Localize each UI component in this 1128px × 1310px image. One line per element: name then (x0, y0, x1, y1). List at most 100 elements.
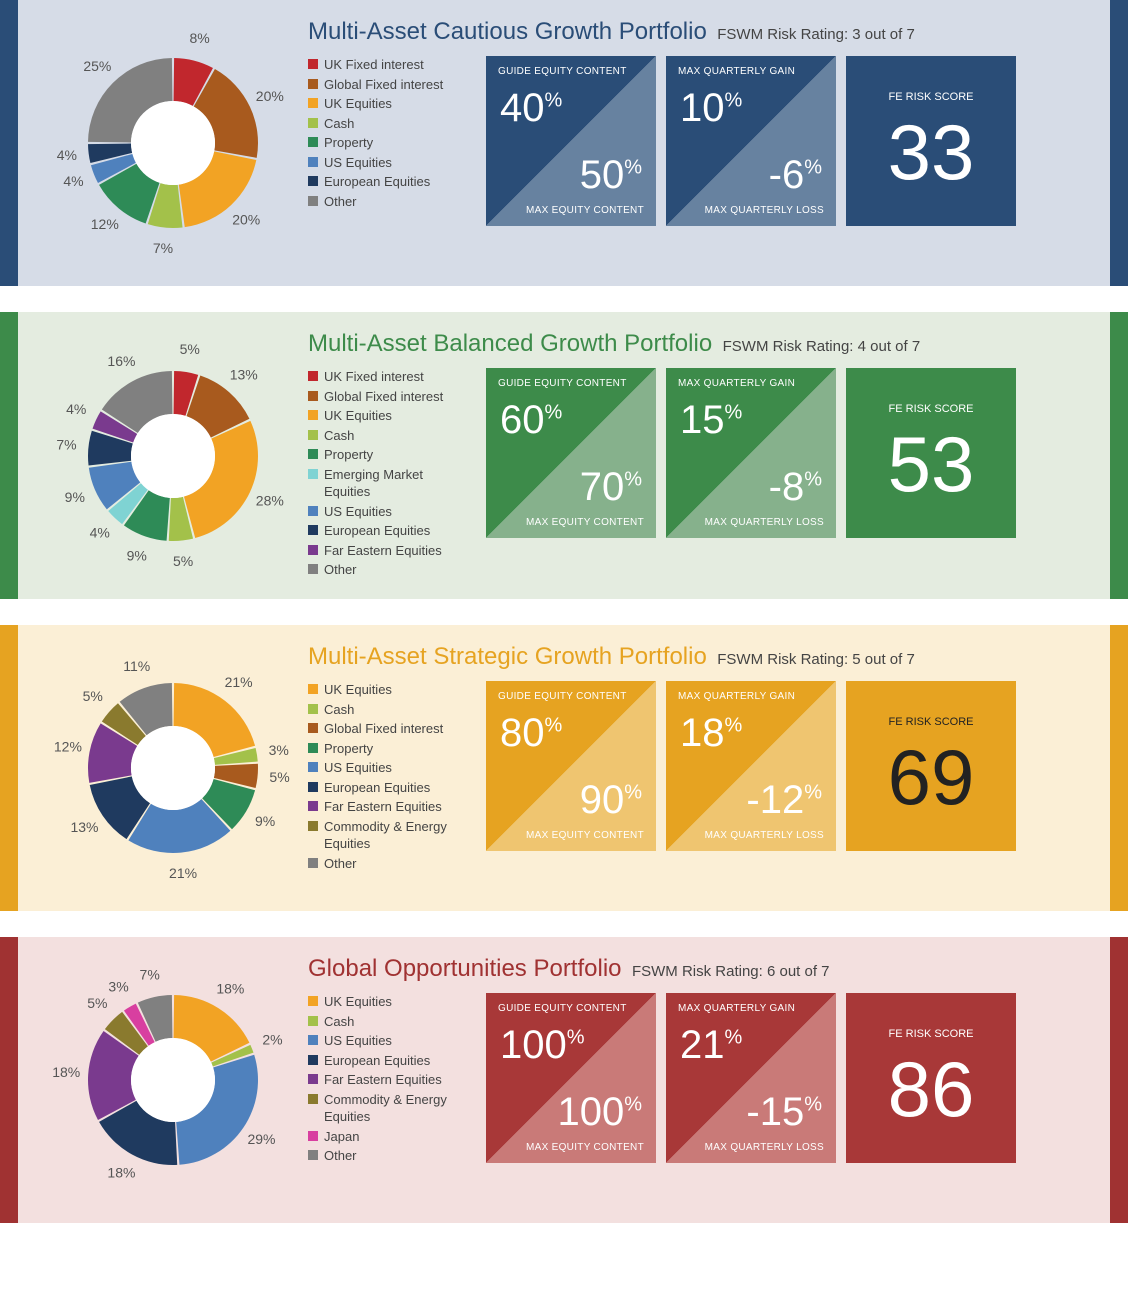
legend-label: Cash (324, 115, 354, 133)
legend-item: Far Eastern Equities (308, 542, 468, 560)
legend-item: Japan (308, 1128, 468, 1146)
legend-item: Other (308, 561, 468, 579)
fe-risk-score: 69 (888, 738, 975, 816)
slice-label-6: 3% (108, 979, 128, 995)
content: Global Opportunities Portfolio FSWM Risk… (298, 955, 1070, 1205)
legend-label: Global Fixed interest (324, 720, 443, 738)
max-gain-label: MAX QUARTERLY GAIN (678, 1003, 795, 1014)
slice-label-6: 4% (57, 147, 77, 163)
max-loss-label: MAX QUARTERLY LOSS (705, 830, 824, 841)
donut-chart: 5%13%28%5%9%4%9%7%4%16% (48, 330, 298, 581)
slice-label-8: 11% (123, 658, 150, 674)
slice-label-1: 13% (230, 366, 258, 382)
legend-label: Far Eastern Equities (324, 542, 442, 560)
legend-swatch (308, 525, 318, 535)
legend-item: Cash (308, 701, 468, 719)
legend-item: Far Eastern Equities (308, 1071, 468, 1089)
legend-swatch (308, 79, 318, 89)
stats-row: GUIDE EQUITY CONTENT 40% 50% MAX EQUITY … (486, 56, 1016, 226)
slice-label-5: 13% (70, 819, 98, 835)
legend: UK Equities Cash Global Fixed interest P… (308, 681, 468, 874)
legend-swatch (308, 371, 318, 381)
slice-label-3: 7% (153, 240, 173, 256)
legend-item: Other (308, 1147, 468, 1165)
fe-risk-score: 86 (888, 1050, 975, 1128)
legend-label: Emerging Market Equities (324, 466, 468, 501)
slice-label-1: 3% (269, 742, 289, 758)
guide-equity-label: GUIDE EQUITY CONTENT (498, 66, 627, 77)
max-loss-label: MAX QUARTERLY LOSS (705, 205, 824, 216)
guide-equity-label: GUIDE EQUITY CONTENT (498, 1003, 627, 1014)
legend-label: UK Equities (324, 681, 392, 699)
legend-label: UK Fixed interest (324, 368, 424, 386)
quarterly-box: MAX QUARTERLY GAIN 15% -8% MAX QUARTERLY… (666, 368, 836, 538)
portfolio-title: Multi-Asset Cautious Growth Portfolio (308, 18, 707, 45)
legend: UK Equities Cash US Equities European Eq… (308, 993, 468, 1167)
legend-swatch (308, 1094, 318, 1104)
legend: UK Fixed interest Global Fixed interest … (308, 56, 468, 212)
legend-item: European Equities (308, 522, 468, 540)
max-equity-label: MAX EQUITY CONTENT (526, 1142, 644, 1153)
fe-risk-label: FE RISK SCORE (889, 403, 974, 415)
legend-swatch (308, 1055, 318, 1065)
legend-swatch (308, 723, 318, 733)
slice-label-5: 4% (90, 524, 110, 540)
legend: UK Fixed interest Global Fixed interest … (308, 368, 468, 581)
legend-swatch (308, 801, 318, 811)
legend-item: Commodity & Energy Equities (308, 818, 468, 853)
legend-item: Global Fixed interest (308, 388, 468, 406)
slice-label-5: 4% (63, 173, 83, 189)
guide-equity-label: GUIDE EQUITY CONTENT (498, 378, 627, 389)
slice-label-1: 2% (262, 1031, 282, 1047)
fe-risk-score: 33 (888, 113, 975, 191)
max-equity-label: MAX EQUITY CONTENT (526, 517, 644, 528)
slice-label-9: 16% (107, 352, 135, 368)
guide-equity-value: 80% (500, 711, 562, 756)
slice-label-5: 5% (87, 995, 107, 1011)
legend-swatch (308, 391, 318, 401)
legend-swatch (308, 410, 318, 420)
guide-equity-value: 100% (500, 1023, 585, 1068)
equity-content-box: GUIDE EQUITY CONTENT 40% 50% MAX EQUITY … (486, 56, 656, 226)
legend-swatch (308, 782, 318, 792)
legend-label: UK Equities (324, 407, 392, 425)
fe-risk-box: FE RISK SCORE 69 (846, 681, 1016, 851)
legend-swatch (308, 176, 318, 186)
legend-item: European Equities (308, 173, 468, 191)
legend-label: Commodity & Energy Equities (324, 818, 468, 853)
legend-swatch (308, 137, 318, 147)
max-gain-value: 10% (680, 86, 742, 131)
slice-label-8: 4% (66, 401, 86, 417)
slice-label-6: 12% (54, 739, 82, 755)
legend-item: UK Equities (308, 407, 468, 425)
slice-label-0: 21% (225, 674, 253, 690)
legend-label: US Equities (324, 759, 392, 777)
max-equity-label: MAX EQUITY CONTENT (526, 830, 644, 841)
legend-swatch (308, 762, 318, 772)
legend-label: US Equities (324, 1032, 392, 1050)
risk-rating: FSWM Risk Rating: 4 out of 7 (723, 338, 921, 355)
legend-swatch (308, 196, 318, 206)
legend-swatch (308, 1035, 318, 1045)
legend-label: European Equities (324, 1052, 430, 1070)
legend-swatch (308, 1016, 318, 1026)
slice-label-4: 9% (127, 547, 147, 563)
max-loss-label: MAX QUARTERLY LOSS (705, 517, 824, 528)
legend-item: US Equities (308, 503, 468, 521)
legend-item: Property (308, 446, 468, 464)
fe-risk-score: 53 (888, 425, 975, 503)
portfolio-cautious: 8%20%20%7%12%4%4%25% Multi-Asset Cautiou… (0, 0, 1128, 286)
legend-label: Japan (324, 1128, 359, 1146)
legend-item: UK Fixed interest (308, 368, 468, 386)
equity-content-box: GUIDE EQUITY CONTENT 60% 70% MAX EQUITY … (486, 368, 656, 538)
max-equity-value: 50% (580, 153, 642, 198)
legend-item: Property (308, 740, 468, 758)
legend-swatch (308, 118, 318, 128)
fe-risk-label: FE RISK SCORE (889, 91, 974, 103)
legend-label: Other (324, 193, 357, 211)
slice-label-7: 25% (83, 58, 111, 74)
legend-label: Commodity & Energy Equities (324, 1091, 468, 1126)
legend-label: Far Eastern Equities (324, 1071, 442, 1089)
fe-risk-box: FE RISK SCORE 86 (846, 993, 1016, 1163)
max-loss-label: MAX QUARTERLY LOSS (705, 1142, 824, 1153)
